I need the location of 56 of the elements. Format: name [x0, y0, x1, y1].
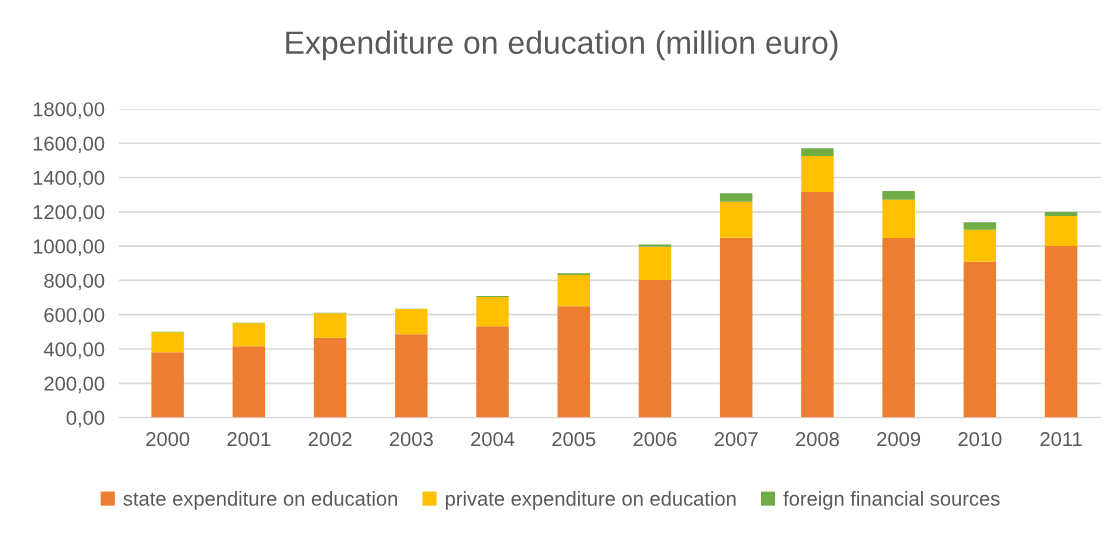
- y-tick-label: 1400,00: [33, 170, 105, 188]
- bar: [232, 346, 266, 418]
- bar: [232, 323, 266, 347]
- y-tick-label: 800,00: [44, 273, 105, 291]
- bar: [801, 156, 834, 192]
- bar: [476, 297, 509, 327]
- bar: [395, 334, 428, 418]
- x-tick-label: 2000: [146, 432, 190, 447]
- bar: [151, 352, 184, 418]
- x-tick-label: 2007: [714, 432, 758, 447]
- bar: [963, 261, 997, 418]
- bar: [313, 313, 347, 338]
- bar: [638, 244, 672, 247]
- x-tick-label: 2004: [471, 432, 515, 447]
- y-tick-label: 0,00: [66, 410, 105, 428]
- bar: [882, 199, 915, 239]
- bar: [638, 280, 672, 418]
- y-tick-label: 400,00: [43, 342, 105, 359]
- y-tick-label: 1200,00: [33, 205, 105, 222]
- chart-title: Expenditure on education (million euro): [286, 30, 838, 61]
- bar: [151, 332, 184, 353]
- bar: [395, 309, 428, 335]
- x-tick-label: 2009: [877, 432, 921, 447]
- x-tick-label: 2006: [633, 432, 677, 447]
- bar: [719, 193, 753, 202]
- bar: [557, 306, 590, 418]
- bar: [719, 201, 753, 238]
- x-tick-label: 2005: [552, 432, 596, 447]
- bar: [719, 237, 753, 418]
- bar: [313, 337, 347, 418]
- x-tick-label: 2003: [389, 432, 433, 447]
- y-tick-label: 600,00: [44, 307, 105, 325]
- bar: [476, 326, 509, 418]
- y-tick-label: 1600,00: [33, 136, 105, 154]
- x-tick-label: 2002: [308, 432, 352, 447]
- bar: [963, 222, 997, 230]
- y-tick-label: 1000,00: [33, 239, 105, 256]
- bar: [801, 148, 834, 157]
- x-tick-label: 2001: [227, 432, 271, 447]
- legend-label: foreign financial sources: [783, 491, 1000, 510]
- legend-label: state expenditure on education: [123, 491, 397, 510]
- y-tick-label: 200,00: [44, 376, 105, 394]
- bar: [1044, 245, 1078, 418]
- x-tick-label: 2010: [958, 432, 1002, 447]
- bar: [801, 191, 834, 418]
- bar: [1044, 215, 1078, 246]
- bar: [557, 274, 590, 307]
- bar: [882, 190, 915, 200]
- bar: [963, 229, 997, 262]
- bar: [638, 246, 672, 281]
- x-tick-label: 2011: [1040, 432, 1082, 447]
- legend-label: private expenditure on education: [445, 491, 736, 510]
- bar: [882, 238, 915, 418]
- y-tick-label: 1800,00: [33, 102, 105, 119]
- bar: [1044, 211, 1078, 216]
- x-tick-label: 2008: [796, 432, 839, 447]
